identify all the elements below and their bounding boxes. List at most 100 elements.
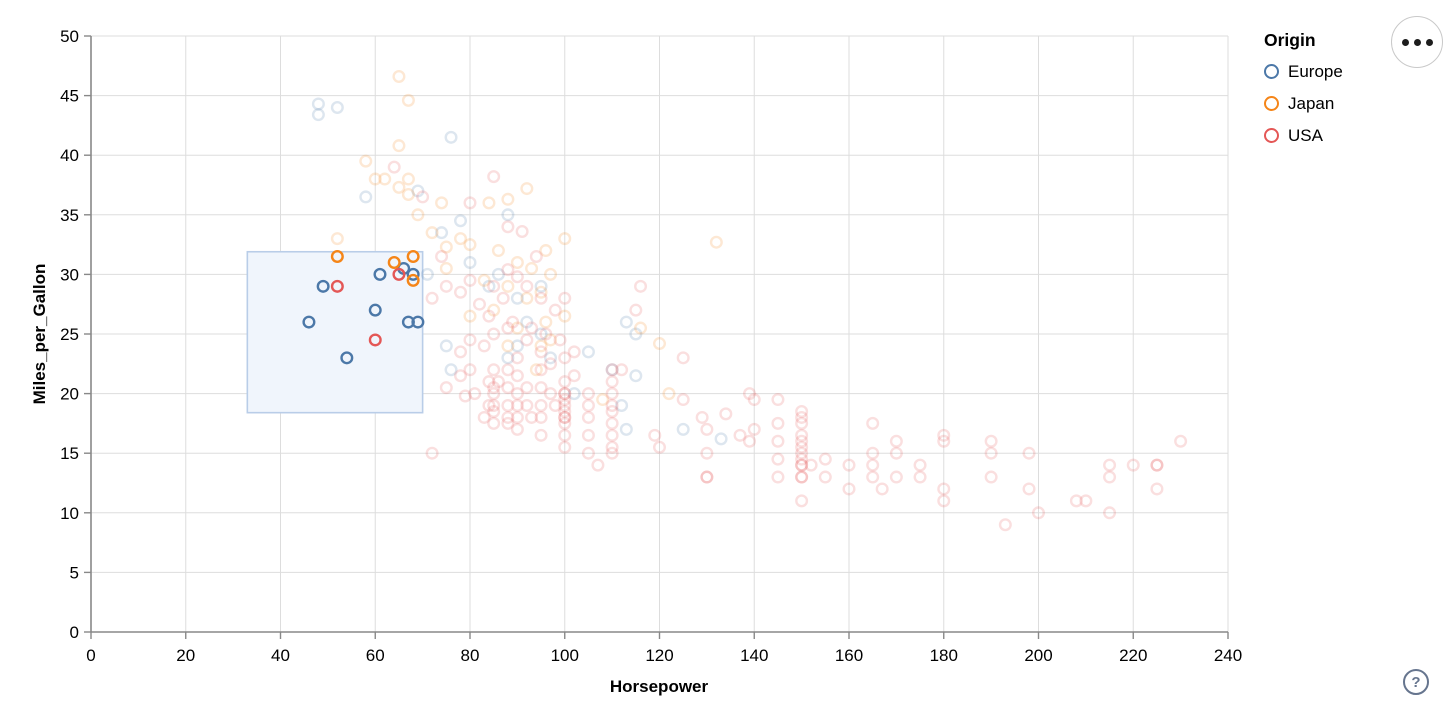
y-tick-label: 20 — [60, 385, 79, 404]
data-point — [629, 369, 643, 383]
data-point — [1022, 482, 1036, 496]
data-point — [539, 244, 553, 258]
data-point — [501, 192, 515, 206]
data-point — [510, 399, 524, 413]
data-point — [634, 321, 648, 335]
data-point — [818, 470, 832, 484]
data-point — [510, 270, 524, 284]
data-point — [501, 351, 515, 365]
data-point — [558, 387, 572, 401]
data-point — [491, 267, 505, 281]
data-point — [937, 434, 951, 448]
data-point — [525, 261, 539, 275]
legend-entry-europe: Europe — [1264, 61, 1343, 82]
data-point — [439, 261, 453, 275]
menu-button[interactable] — [1391, 16, 1443, 68]
data-point — [605, 363, 619, 377]
data-point — [510, 339, 524, 353]
data-point — [913, 458, 927, 472]
data-point — [629, 303, 643, 317]
data-point — [676, 422, 690, 436]
data-point — [662, 387, 676, 401]
data-point — [463, 273, 477, 287]
data-point — [795, 416, 809, 430]
data-point — [743, 387, 757, 401]
data-point — [653, 337, 667, 351]
data-point — [605, 416, 619, 430]
data-point — [795, 494, 809, 508]
legend-label: Europe — [1288, 61, 1343, 81]
data-point — [937, 482, 951, 496]
data-point — [747, 393, 761, 407]
data-point — [506, 315, 520, 329]
data-point — [1150, 482, 1164, 496]
data-point — [553, 333, 567, 347]
data-point — [544, 267, 558, 281]
data-point — [733, 428, 747, 442]
data-point — [1174, 434, 1188, 448]
data-point — [534, 381, 548, 395]
data-point — [368, 172, 382, 186]
data-point — [482, 196, 496, 210]
data-point — [539, 315, 553, 329]
data-point — [534, 279, 548, 293]
data-point — [700, 470, 714, 484]
y-tick-label: 0 — [70, 623, 79, 642]
data-point — [392, 139, 406, 153]
data-point — [771, 393, 785, 407]
data-point — [534, 291, 548, 305]
data-point — [676, 351, 690, 365]
data-point — [340, 351, 354, 365]
data-point — [302, 315, 316, 329]
data-point — [401, 172, 415, 186]
data-point — [937, 428, 951, 442]
data-point — [525, 321, 539, 335]
data-point — [501, 339, 515, 353]
data-point — [842, 482, 856, 496]
data-point — [359, 154, 373, 168]
data-point — [534, 428, 548, 442]
data-point — [889, 446, 903, 460]
data-point — [454, 232, 468, 246]
data-point — [548, 399, 562, 413]
x-tick-label: 100 — [551, 646, 579, 665]
data-point — [615, 363, 629, 377]
y-tick-label: 50 — [60, 27, 79, 46]
data-point — [605, 387, 619, 401]
data-point — [487, 387, 501, 401]
data-point — [558, 410, 572, 424]
data-point — [544, 387, 558, 401]
y-tick-label: 35 — [60, 206, 79, 225]
data-point — [439, 279, 453, 293]
data-point — [634, 279, 648, 293]
data-point — [501, 363, 515, 377]
data-point — [795, 428, 809, 442]
brush-selection[interactable] — [246, 250, 424, 414]
data-point — [520, 333, 534, 347]
data-point — [411, 184, 425, 198]
y-tick-label: 45 — [60, 87, 79, 106]
data-point — [454, 285, 468, 299]
x-tick-label: 220 — [1119, 646, 1147, 665]
x-tick-label: 240 — [1214, 646, 1242, 665]
data-point — [700, 446, 714, 460]
data-point — [771, 434, 785, 448]
help-button[interactable]: ? — [1403, 669, 1429, 695]
data-point — [439, 240, 453, 254]
data-point — [743, 434, 757, 448]
data-point — [510, 410, 524, 424]
data-point — [866, 416, 880, 430]
data-point — [520, 182, 534, 196]
data-point — [1069, 494, 1083, 508]
legend: Origin Europe Japan USA — [1264, 30, 1343, 157]
data-point — [482, 399, 496, 413]
data-point — [411, 208, 425, 222]
data-point — [795, 434, 809, 448]
data-point — [477, 410, 491, 424]
data-point — [596, 393, 610, 407]
data-point — [875, 482, 889, 496]
data-point — [444, 363, 458, 377]
data-point — [330, 279, 344, 293]
